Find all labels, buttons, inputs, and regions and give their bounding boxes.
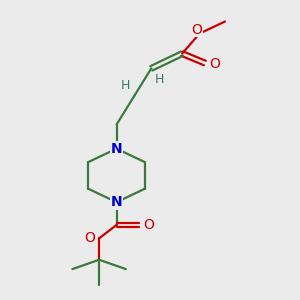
Text: N: N — [111, 195, 122, 209]
Text: O: O — [84, 231, 95, 245]
Text: O: O — [191, 22, 202, 37]
Text: H: H — [121, 79, 130, 92]
Text: N: N — [111, 142, 122, 156]
Text: H: H — [155, 73, 164, 85]
Text: O: O — [209, 57, 220, 71]
Text: O: O — [143, 218, 154, 232]
